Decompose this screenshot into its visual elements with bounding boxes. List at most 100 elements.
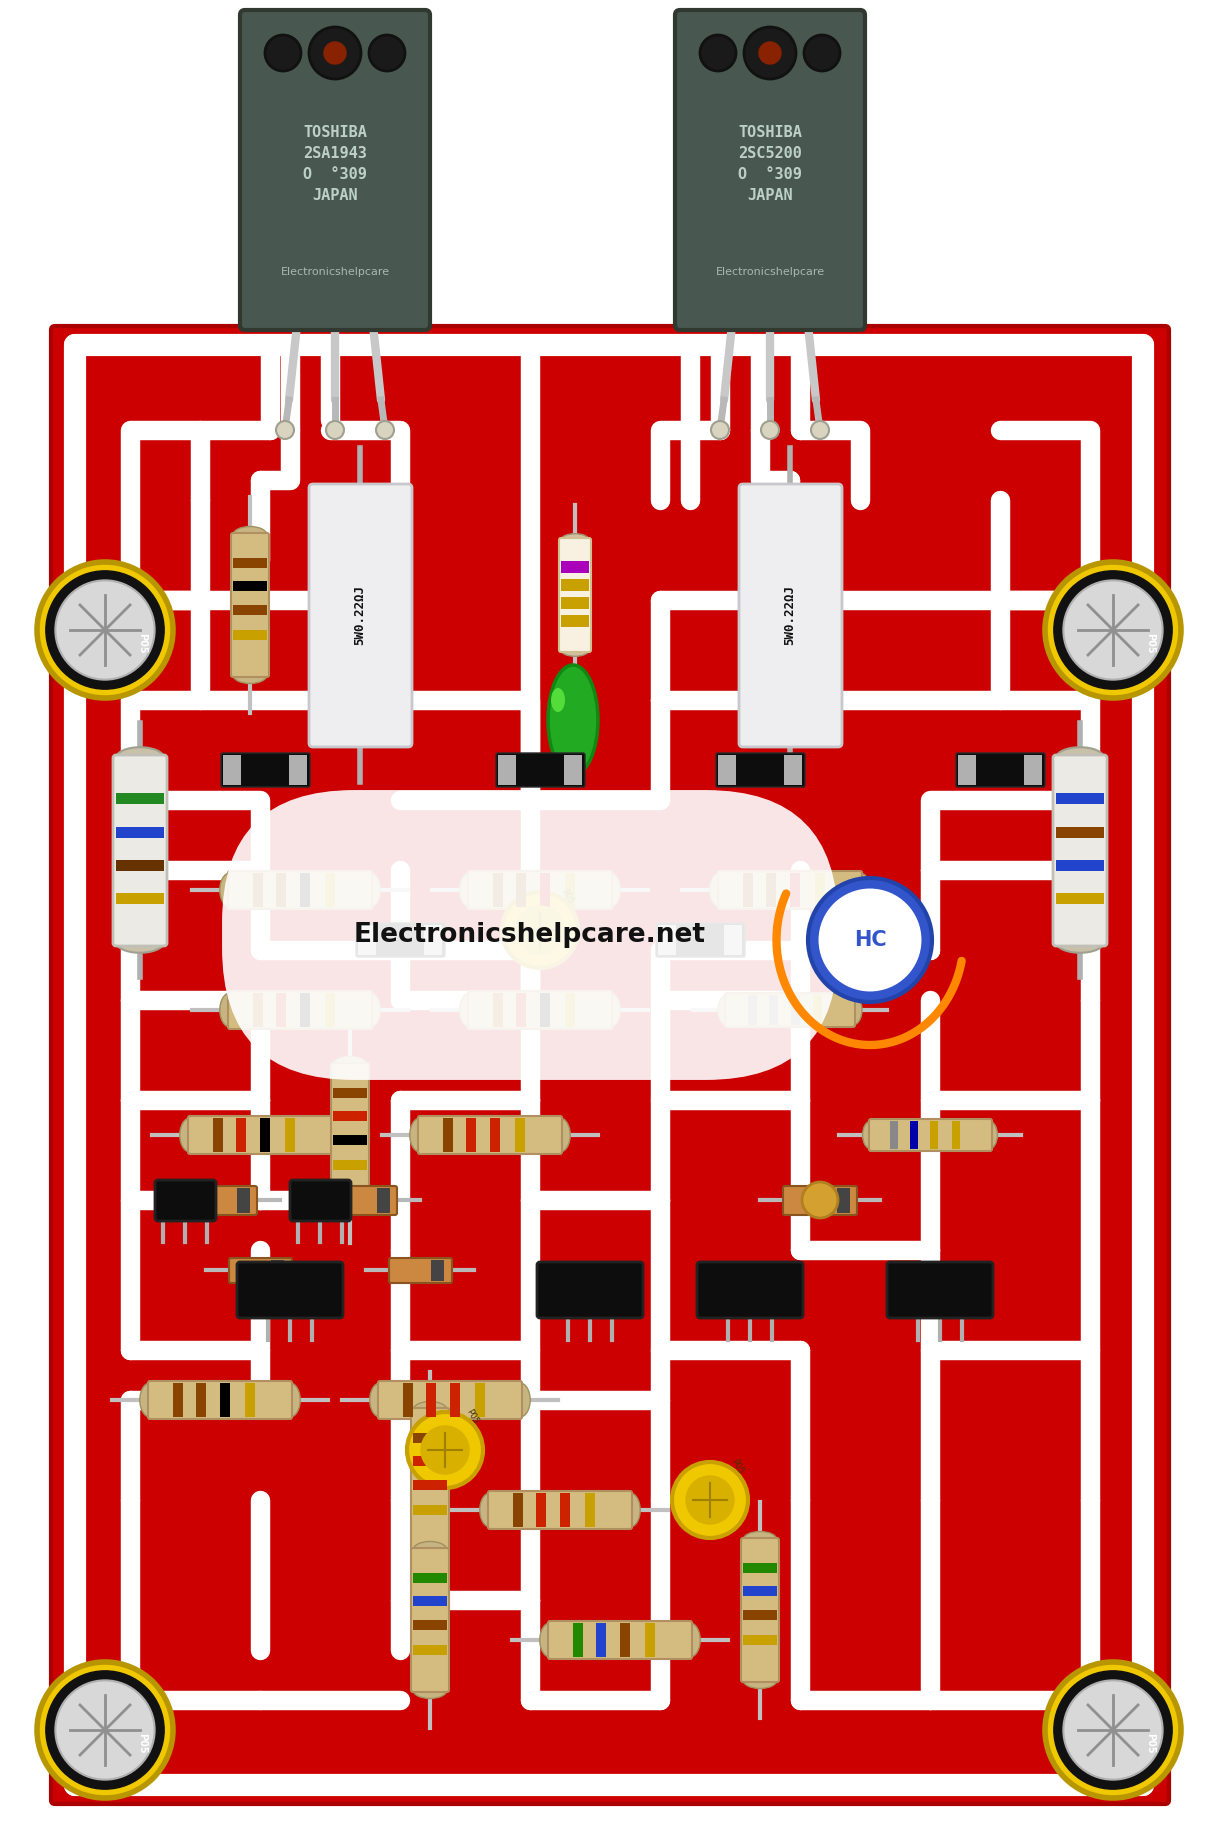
Bar (276, 993, 286, 1028)
Bar (596, 1623, 607, 1656)
Ellipse shape (333, 1196, 367, 1213)
FancyBboxPatch shape (559, 539, 591, 652)
Bar (723, 925, 742, 954)
Bar (449, 1383, 460, 1416)
Bar (1056, 894, 1104, 905)
Ellipse shape (333, 1057, 367, 1074)
Bar (952, 1121, 960, 1149)
Bar (561, 616, 590, 627)
Ellipse shape (549, 1118, 570, 1152)
Text: 5W0.22ΩJ: 5W0.22ΩJ (353, 584, 367, 645)
Bar (403, 1383, 413, 1416)
Ellipse shape (680, 1623, 700, 1656)
Text: Electronicshelpcare: Electronicshelpcare (280, 267, 390, 277)
FancyBboxPatch shape (188, 1116, 333, 1154)
Circle shape (46, 1671, 164, 1790)
Text: F: F (825, 953, 834, 967)
Circle shape (711, 421, 730, 440)
Bar (253, 993, 263, 1028)
Bar (646, 1623, 655, 1656)
Text: Electronicshelpcare.net: Electronicshelpcare.net (354, 921, 706, 947)
Bar (536, 1493, 546, 1528)
Bar (565, 874, 575, 907)
FancyBboxPatch shape (956, 753, 1045, 788)
Bar (717, 755, 736, 784)
Ellipse shape (980, 1121, 998, 1149)
FancyBboxPatch shape (418, 1116, 561, 1154)
Bar (116, 859, 164, 870)
FancyBboxPatch shape (220, 753, 311, 788)
FancyBboxPatch shape (716, 753, 805, 788)
Ellipse shape (620, 1493, 641, 1528)
Bar (743, 1563, 777, 1574)
Text: P05: P05 (138, 1733, 147, 1753)
FancyBboxPatch shape (183, 1185, 257, 1215)
Circle shape (376, 421, 393, 440)
Ellipse shape (370, 1383, 390, 1416)
Ellipse shape (280, 1383, 300, 1416)
Bar (493, 993, 503, 1028)
Bar (413, 1506, 447, 1515)
Ellipse shape (180, 1118, 200, 1152)
Circle shape (1045, 562, 1181, 698)
FancyBboxPatch shape (356, 923, 445, 956)
Bar (743, 1587, 777, 1596)
Bar (413, 1645, 447, 1654)
Circle shape (37, 562, 173, 698)
Circle shape (369, 35, 406, 71)
Circle shape (808, 878, 932, 1002)
Bar (233, 559, 267, 568)
FancyBboxPatch shape (739, 484, 842, 747)
Circle shape (801, 1182, 838, 1218)
Circle shape (420, 1425, 470, 1475)
FancyBboxPatch shape (548, 1621, 692, 1660)
Bar (220, 1383, 230, 1416)
FancyBboxPatch shape (228, 991, 371, 1030)
Circle shape (55, 1680, 155, 1779)
FancyBboxPatch shape (488, 1491, 632, 1530)
Bar (910, 1121, 918, 1149)
Bar (358, 925, 376, 954)
Bar (560, 1493, 570, 1528)
Circle shape (700, 35, 736, 71)
FancyBboxPatch shape (290, 1180, 351, 1220)
Bar (784, 755, 801, 784)
FancyBboxPatch shape (389, 1259, 452, 1282)
Bar (815, 874, 825, 907)
Bar (743, 1634, 777, 1645)
Bar (196, 1383, 206, 1416)
Ellipse shape (409, 1118, 430, 1152)
Bar (333, 1088, 367, 1097)
Bar (515, 1118, 525, 1152)
Bar (333, 1160, 367, 1171)
Ellipse shape (551, 689, 565, 713)
Ellipse shape (599, 993, 620, 1028)
Circle shape (55, 581, 155, 680)
Bar (413, 1480, 447, 1489)
Ellipse shape (561, 533, 590, 546)
FancyBboxPatch shape (468, 870, 611, 909)
Circle shape (309, 27, 361, 79)
Circle shape (1063, 581, 1163, 680)
Ellipse shape (460, 993, 480, 1028)
FancyBboxPatch shape (468, 991, 611, 1030)
FancyBboxPatch shape (741, 1539, 780, 1682)
Circle shape (46, 572, 164, 689)
Bar (245, 1383, 255, 1416)
Ellipse shape (510, 1383, 530, 1416)
FancyBboxPatch shape (697, 1262, 803, 1317)
FancyBboxPatch shape (410, 1548, 449, 1693)
Bar (424, 925, 442, 954)
Bar (466, 1118, 476, 1152)
Ellipse shape (219, 993, 240, 1028)
Ellipse shape (599, 874, 620, 907)
Bar (620, 1623, 630, 1656)
Circle shape (744, 27, 797, 79)
Circle shape (1045, 1662, 1181, 1797)
Text: P05: P05 (464, 1407, 480, 1425)
Bar (1056, 826, 1104, 837)
Ellipse shape (116, 747, 164, 769)
FancyBboxPatch shape (228, 870, 371, 909)
Bar (498, 755, 516, 784)
FancyBboxPatch shape (537, 1262, 643, 1317)
